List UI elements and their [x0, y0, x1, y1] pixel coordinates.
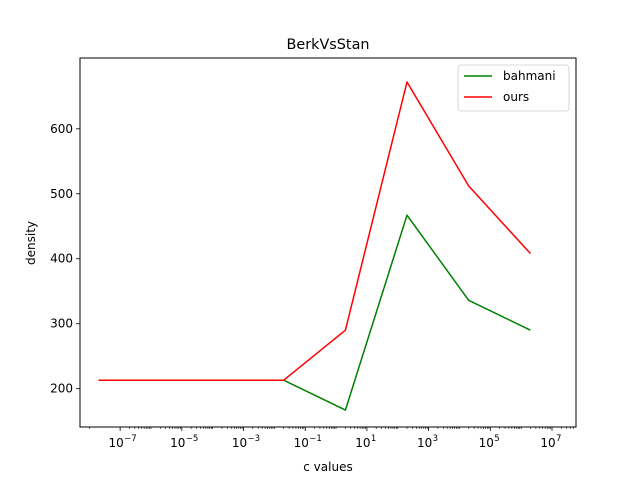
- x-tick-label: 10: [232, 436, 247, 450]
- x-tick-label: 10: [170, 436, 185, 450]
- plot-area: [98, 81, 531, 411]
- x-tick-exponent: 5: [494, 434, 499, 444]
- axis-ticks: 10 −7 10 −5 10 −3 10 −1 10 1 10 3 10 5 10 7200300400500…: [50, 122, 574, 450]
- y-axis-label: density: [24, 221, 38, 265]
- x-tick-label: 10: [540, 436, 555, 450]
- y-tick-label: 400: [50, 252, 73, 266]
- x-tick-exponent: −1: [309, 434, 322, 444]
- x-tick-label: 10: [479, 436, 494, 450]
- x-tick-exponent: 3: [433, 434, 438, 444]
- axes-frame: [79, 57, 577, 428]
- legend: bahmani ours: [457, 64, 570, 112]
- x-tick-label: 10: [108, 436, 123, 450]
- y-tick-label: 300: [50, 317, 73, 331]
- x-tick-exponent: −7: [124, 434, 137, 444]
- legend-label: bahmani: [503, 69, 556, 83]
- x-axis-label: c values: [303, 460, 352, 474]
- x-tick-label: 10: [355, 436, 370, 450]
- x-tick-label: 10: [294, 436, 309, 450]
- series-line-ours: [98, 81, 531, 381]
- x-tick-exponent: −3: [248, 434, 261, 444]
- x-tick-exponent: 7: [556, 434, 561, 444]
- chart-title: BerkVsStan: [286, 37, 369, 53]
- x-tick-label: 10: [417, 436, 432, 450]
- legend-label: ours: [503, 90, 529, 104]
- y-tick-label: 200: [50, 382, 73, 396]
- y-tick-label: 600: [50, 122, 73, 136]
- x-tick-exponent: 1: [371, 434, 376, 444]
- y-tick-label: 500: [50, 187, 73, 201]
- x-tick-exponent: −5: [186, 434, 199, 444]
